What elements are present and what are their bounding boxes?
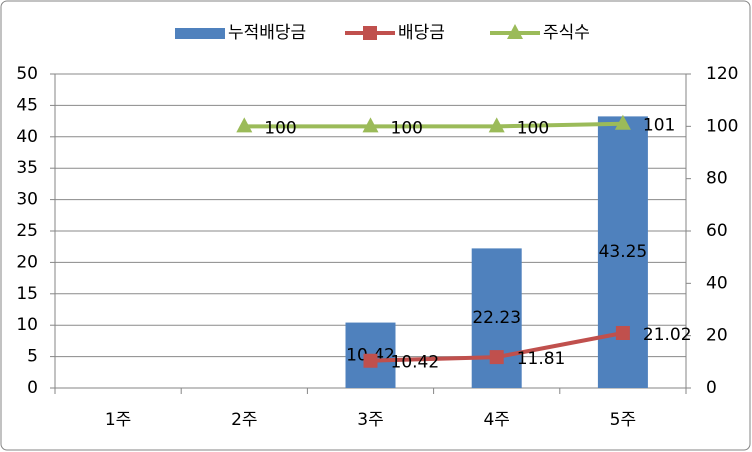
line-value-label: 101: [643, 116, 675, 136]
bar: [471, 248, 522, 388]
y-tick-label: 15: [16, 284, 38, 304]
legend-label: 주식수: [543, 23, 590, 43]
y-tick-label: 0: [27, 378, 38, 398]
y2-tick-label: 120: [706, 64, 738, 84]
marker: [363, 353, 378, 368]
y2-tick-label: 0: [706, 378, 717, 398]
y2-tick-label: 60: [706, 221, 728, 241]
marker: [614, 114, 631, 130]
bar-value-label: 22.23: [472, 308, 521, 328]
line-value-label: 10.42: [391, 353, 440, 373]
legend-marker: [507, 24, 523, 39]
legend-marker: [363, 26, 377, 40]
line: [244, 121, 623, 129]
x-tick-label: 3주: [357, 410, 383, 430]
y-tick-label: 35: [16, 158, 38, 178]
line-value-label: 100: [517, 118, 549, 138]
bar: [597, 116, 648, 388]
y-tick-label: 5: [27, 347, 38, 367]
legend-swatch: [175, 28, 225, 39]
x-tick-label: 2주: [231, 410, 257, 430]
marker: [489, 350, 504, 365]
legend-label: 배당금: [398, 23, 445, 43]
y2-tick-label: 20: [706, 326, 728, 346]
marker: [488, 117, 505, 133]
line-value-label: 21.02: [643, 325, 692, 345]
y-tick-label: 45: [16, 95, 38, 115]
y2-tick-label: 40: [706, 273, 728, 293]
line-value-label: 100: [264, 118, 296, 138]
y-tick-label: 40: [16, 127, 38, 147]
line-value-label: 11.81: [517, 349, 566, 369]
line-value-label: 100: [391, 118, 423, 138]
y2-tick-label: 80: [706, 169, 728, 189]
y2-tick-label: 100: [706, 116, 738, 136]
x-tick-label: 1주: [105, 410, 131, 430]
y-tick-label: 25: [16, 221, 38, 241]
x-tick-label: 4주: [483, 410, 509, 430]
legend-label: 누적배당금: [228, 23, 306, 43]
marker: [615, 325, 630, 340]
y-tick-label: 50: [16, 64, 38, 84]
y-tick-label: 10: [16, 315, 38, 335]
x-tick-label: 5주: [610, 410, 636, 430]
bar-value-label: 43.25: [599, 242, 648, 262]
marker: [362, 117, 379, 133]
marker: [236, 117, 253, 133]
y-tick-label: 20: [16, 252, 38, 272]
y-tick-label: 30: [16, 190, 38, 210]
